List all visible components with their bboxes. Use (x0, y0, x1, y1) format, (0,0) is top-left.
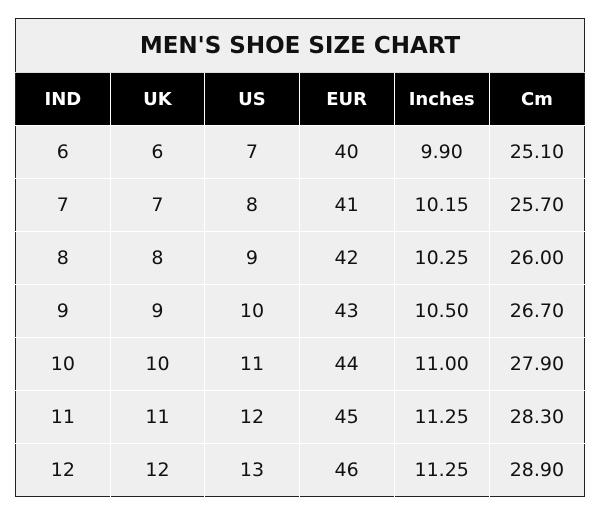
cell-inches: 11.25 (393, 390, 490, 444)
cell-inches: 11.00 (393, 337, 490, 391)
header-us: US (204, 72, 300, 126)
cell-ind: 10 (15, 337, 111, 391)
cell-inches: 11.25 (393, 443, 490, 497)
cell-us: 10 (204, 284, 300, 338)
table-title: MEN'S SHOE SIZE CHART (15, 18, 585, 73)
cell-eur: 46 (298, 443, 395, 497)
shoe-size-table: MEN'S SHOE SIZE CHART IND UK US EUR Inch… (15, 18, 585, 497)
cell-uk: 12 (109, 443, 205, 497)
header-uk: UK (109, 72, 205, 126)
cell-inches: 10.15 (393, 178, 490, 232)
table-row: 11 11 12 45 11.25 28.30 (15, 390, 585, 444)
table-row: 7 7 8 41 10.15 25.70 (15, 178, 585, 232)
cell-us: 13 (204, 443, 300, 497)
table-row: 12 12 13 46 11.25 28.90 (15, 443, 585, 497)
cell-uk: 11 (109, 390, 205, 444)
cell-eur: 43 (298, 284, 395, 338)
table-row: 8 8 9 42 10.25 26.00 (15, 231, 585, 285)
cell-cm: 26.00 (488, 231, 585, 285)
cell-eur: 44 (298, 337, 395, 391)
cell-inches: 10.50 (393, 284, 490, 338)
cell-us: 12 (204, 390, 300, 444)
cell-cm: 25.10 (488, 125, 585, 179)
cell-inches: 10.25 (393, 231, 490, 285)
cell-cm: 28.30 (488, 390, 585, 444)
header-eur: EUR (298, 72, 395, 126)
header-ind: IND (15, 72, 111, 126)
cell-ind: 6 (15, 125, 111, 179)
cell-cm: 25.70 (488, 178, 585, 232)
cell-eur: 41 (298, 178, 395, 232)
cell-us: 11 (204, 337, 300, 391)
cell-uk: 8 (109, 231, 205, 285)
cell-ind: 11 (15, 390, 111, 444)
cell-uk: 10 (109, 337, 205, 391)
table-row: 6 6 7 40 9.90 25.10 (15, 125, 585, 179)
cell-eur: 45 (298, 390, 395, 444)
cell-uk: 7 (109, 178, 205, 232)
cell-cm: 28.90 (488, 443, 585, 497)
cell-us: 9 (204, 231, 300, 285)
table-row: 9 9 10 43 10.50 26.70 (15, 284, 585, 338)
table-row: 10 10 11 44 11.00 27.90 (15, 337, 585, 391)
cell-us: 8 (204, 178, 300, 232)
cell-ind: 7 (15, 178, 111, 232)
cell-cm: 27.90 (488, 337, 585, 391)
cell-uk: 9 (109, 284, 205, 338)
header-row: IND UK US EUR Inches Cm (15, 72, 585, 126)
cell-us: 7 (204, 125, 300, 179)
cell-ind: 9 (15, 284, 111, 338)
cell-eur: 42 (298, 231, 395, 285)
cell-ind: 8 (15, 231, 111, 285)
cell-inches: 9.90 (393, 125, 490, 179)
cell-eur: 40 (298, 125, 395, 179)
cell-cm: 26.70 (488, 284, 585, 338)
header-cm: Cm (488, 72, 585, 126)
cell-ind: 12 (15, 443, 111, 497)
header-inches: Inches (393, 72, 490, 126)
cell-uk: 6 (109, 125, 205, 179)
